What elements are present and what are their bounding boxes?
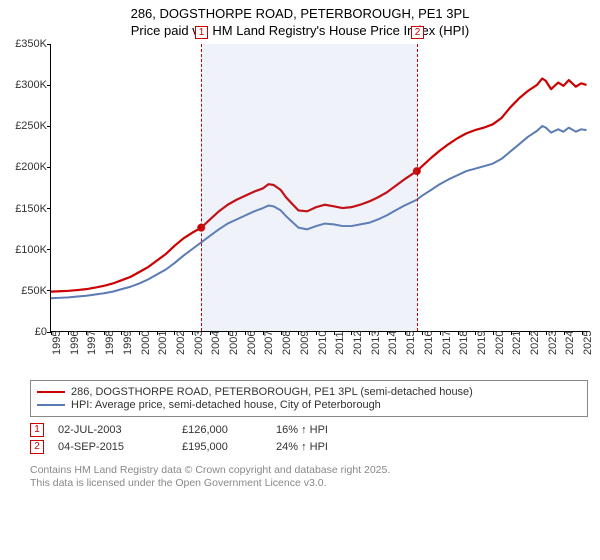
sale-row: 2 04-SEP-2015 £195,000 24% ↑ HPI <box>30 440 588 454</box>
legend-box: 286, DOGSTHORPE ROAD, PETERBOROUGH, PE1 … <box>30 380 588 417</box>
legend-swatch <box>37 391 65 393</box>
y-axis-label: £0 <box>7 326 47 338</box>
y-axis-label: £100K <box>7 244 47 256</box>
plot-area: £0£50K£100K£150K£200K£250K£300K£350K1995… <box>50 44 590 332</box>
y-axis-label: £200K <box>7 161 47 173</box>
sale-date: 02-JUL-2003 <box>58 424 168 436</box>
legend-row: 286, DOGSTHORPE ROAD, PETERBOROUGH, PE1 … <box>37 386 581 398</box>
sale-number-box: 1 <box>30 423 44 437</box>
y-axis-label: £150K <box>7 203 47 215</box>
y-axis-label: £300K <box>7 79 47 91</box>
sales-table: 1 02-JUL-2003 £126,000 16% ↑ HPI 2 04-SEP-201… <box>30 423 588 454</box>
sale-hpi-delta: 16% ↑ HPI <box>276 424 328 436</box>
legend-swatch <box>37 404 65 406</box>
y-axis-label: £250K <box>7 120 47 132</box>
sale-price: £126,000 <box>182 424 262 436</box>
legend-label: HPI: Average price, semi-detached house,… <box>71 399 381 411</box>
attribution: Contains HM Land Registry data © Crown c… <box>30 464 588 490</box>
sale-vline <box>201 44 202 331</box>
sale-marker-1: 1 <box>195 26 208 39</box>
legend-row: HPI: Average price, semi-detached house,… <box>37 399 581 411</box>
chart-area: £0£50K£100K£150K£200K£250K£300K£350K1995… <box>8 44 592 372</box>
y-axis-label: £350K <box>7 38 47 50</box>
attribution-line-2: This data is licensed under the Open Gov… <box>30 477 588 490</box>
legend-label: 286, DOGSTHORPE ROAD, PETERBOROUGH, PE1 … <box>71 386 473 398</box>
title-line-2: Price paid vs. HM Land Registry's House … <box>0 23 600 40</box>
sale-number-box: 2 <box>30 440 44 454</box>
sale-price: £195,000 <box>182 441 262 453</box>
chart-title: 286, DOGSTHORPE ROAD, PETERBOROUGH, PE1 … <box>0 0 600 40</box>
sale-marker-2: 2 <box>411 26 424 39</box>
chart-footer: 286, DOGSTHORPE ROAD, PETERBOROUGH, PE1 … <box>30 380 588 490</box>
sale-hpi-delta: 24% ↑ HPI <box>276 441 328 453</box>
sale-date: 04-SEP-2015 <box>58 441 168 453</box>
title-line-1: 286, DOGSTHORPE ROAD, PETERBOROUGH, PE1 … <box>0 6 600 23</box>
y-axis-label: £50K <box>7 285 47 297</box>
transaction-range-shade <box>201 44 417 331</box>
sale-vline <box>417 44 418 331</box>
attribution-line-1: Contains HM Land Registry data © Crown c… <box>30 464 588 477</box>
sale-row: 1 02-JUL-2003 £126,000 16% ↑ HPI <box>30 423 588 437</box>
